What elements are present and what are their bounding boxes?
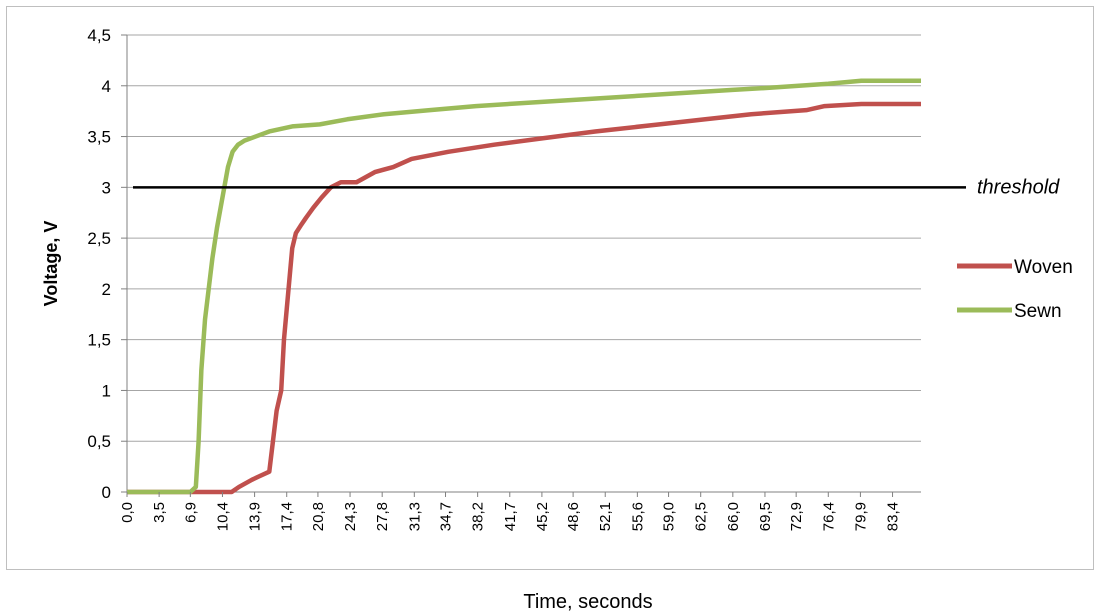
x-tick-label: 45,2 — [534, 502, 551, 531]
x-tick-label: 59,0 — [661, 502, 678, 531]
x-tick-label: 13,9 — [247, 502, 264, 531]
x-tick-label: 55,6 — [629, 502, 646, 531]
legend: Woven Sewn — [957, 257, 1073, 322]
x-tick-label: 3,5 — [151, 502, 168, 523]
y-tick-labels: 0 0,5 1 1,5 2 2,5 3 3,5 4 4,5 — [87, 26, 127, 502]
x-tick-label: 34,7 — [438, 502, 455, 531]
y-tick-label: 2,5 — [87, 229, 111, 248]
series-lines — [127, 78, 921, 495]
x-tick-label: 72,9 — [788, 502, 805, 531]
x-tick-label: 27,8 — [374, 502, 391, 531]
x-tick-label: 52,1 — [597, 502, 614, 531]
x-tick-label: 24,3 — [342, 502, 359, 531]
series-line-woven — [127, 101, 921, 495]
x-tick-label: 79,9 — [852, 502, 869, 531]
x-tick-label: 66,0 — [725, 502, 742, 531]
y-tick-label: 0 — [102, 483, 111, 502]
y-tick-label: 1,5 — [87, 331, 111, 350]
gridlines — [127, 34, 921, 442]
y-tick-label: 0,5 — [87, 432, 111, 451]
x-tick-labels: 0,0 3,5 6,9 10,4 13,9 17,4 20,8 24,3 27,8 31,3 34,… — [119, 492, 902, 531]
x-axis-label: Time, seconds — [523, 591, 652, 613]
x-tick-label: 48,6 — [565, 502, 582, 531]
y-tick-label: 3 — [102, 178, 111, 197]
y-tick-label: 2 — [102, 280, 111, 299]
x-tick-label: 76,4 — [820, 502, 837, 531]
y-tick-label: 4,5 — [87, 26, 111, 45]
series-line-sewn — [127, 78, 921, 495]
x-tick-label: 41,7 — [502, 502, 519, 531]
x-tick-label: 31,3 — [406, 502, 423, 531]
x-tick-label: 10,4 — [214, 502, 231, 531]
legend-label-woven: Woven — [1014, 257, 1073, 278]
legend-label-sewn: Sewn — [1014, 301, 1062, 322]
threshold-label: threshold — [977, 176, 1060, 198]
y-tick-label: 4 — [102, 77, 111, 96]
axes — [126, 35, 921, 493]
y-axis-label: Voltage, V — [41, 221, 61, 307]
x-tick-label: 20,8 — [310, 502, 327, 531]
y-tick-label: 1 — [102, 381, 111, 400]
x-tick-label: 83,4 — [885, 502, 902, 531]
x-tick-label: 6,9 — [182, 502, 199, 523]
threshold-group: threshold — [133, 176, 1060, 198]
x-tick-label: 0,0 — [119, 502, 136, 523]
x-tick-label: 17,4 — [279, 502, 296, 531]
x-tick-label: 62,5 — [693, 502, 710, 531]
x-tick-label: 69,5 — [757, 502, 774, 531]
y-tick-label: 3,5 — [87, 128, 111, 147]
x-tick-label: 38,2 — [470, 502, 487, 531]
